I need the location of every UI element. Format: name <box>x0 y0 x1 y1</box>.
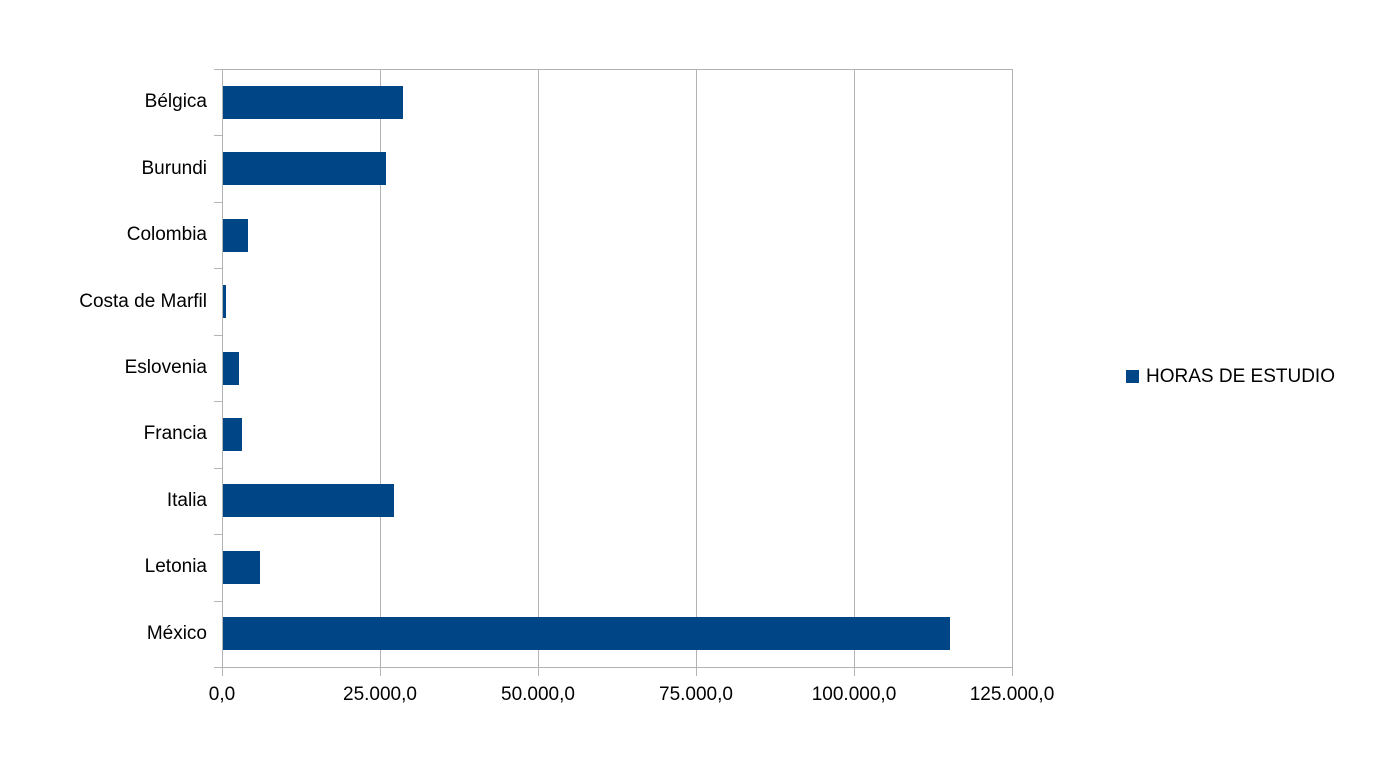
y-tick-mark <box>214 335 222 336</box>
category-label: Burundi <box>141 158 208 179</box>
category-label: Letonia <box>144 556 207 577</box>
x-tick-label: 125.000,0 <box>969 684 1055 705</box>
legend-label: HORAS DE ESTUDIO <box>1146 366 1335 387</box>
legend-swatch <box>1126 370 1139 383</box>
y-tick-mark <box>214 667 222 668</box>
y-tick-mark <box>214 69 222 70</box>
category-label: México <box>146 623 207 644</box>
gridline <box>696 69 697 668</box>
bar <box>223 617 950 650</box>
x-tick-label: 50.000,0 <box>501 684 575 705</box>
category-label: Eslovenia <box>124 357 207 378</box>
x-tick-label: 25.000,0 <box>343 684 417 705</box>
gridline <box>538 69 539 668</box>
gridline <box>1012 69 1013 668</box>
bar <box>223 352 239 385</box>
y-tick-mark <box>214 268 222 269</box>
x-tick-mark <box>222 668 223 676</box>
bar <box>223 152 386 185</box>
x-tick-mark <box>696 668 697 676</box>
bar <box>223 551 260 584</box>
bar <box>223 285 226 318</box>
y-tick-mark <box>214 401 222 402</box>
bar <box>223 418 242 451</box>
x-tick-label: 100.000,0 <box>811 684 897 705</box>
category-label: Italia <box>166 490 207 511</box>
x-tick-label: 75.000,0 <box>659 684 733 705</box>
y-tick-mark <box>214 202 222 203</box>
x-tick-label: 0,0 <box>208 684 236 705</box>
category-label: Bélgica <box>144 91 207 112</box>
category-label: Colombia <box>126 224 207 245</box>
x-tick-mark <box>854 668 855 676</box>
y-tick-mark <box>214 468 222 469</box>
x-tick-mark <box>538 668 539 676</box>
category-label: Costa de Marfil <box>79 291 207 312</box>
x-tick-mark <box>1012 668 1013 676</box>
bar <box>223 484 394 517</box>
gridline <box>380 69 381 668</box>
legend: HORAS DE ESTUDIO <box>1126 364 1335 389</box>
gridline <box>854 69 855 668</box>
x-tick-mark <box>380 668 381 676</box>
category-label: Francia <box>143 423 207 444</box>
bar <box>223 219 248 252</box>
bar <box>223 86 403 119</box>
y-tick-mark <box>214 601 222 602</box>
y-tick-mark <box>214 135 222 136</box>
y-tick-mark <box>214 534 222 535</box>
